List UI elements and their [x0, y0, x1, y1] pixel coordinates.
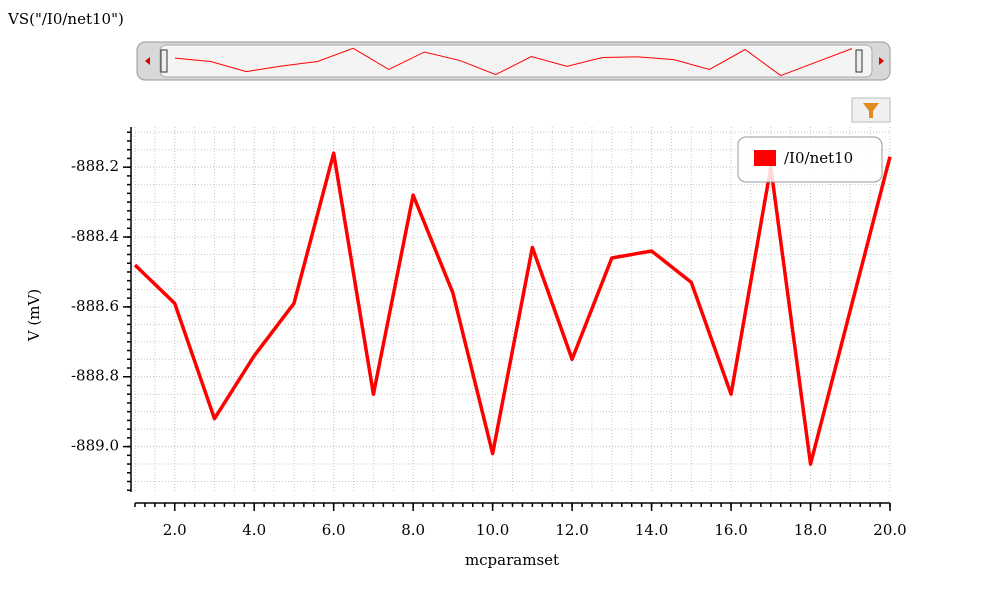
x-tick-label: 10.0 — [476, 521, 509, 539]
x-tick-label: 14.0 — [635, 521, 668, 539]
y-axis-label: V (mV) — [25, 289, 43, 342]
y-tick-label: -888.4 — [71, 227, 119, 245]
y-tick-label: -888.8 — [71, 367, 119, 385]
legend-box — [737, 136, 883, 183]
y-tick-label: -888.6 — [71, 297, 119, 315]
x-tick-label: 16.0 — [714, 521, 747, 539]
navigator-left-handle[interactable] — [160, 49, 168, 73]
x-tick-label: 18.0 — [794, 521, 827, 539]
x-tick-label: 20.0 — [873, 521, 906, 539]
navigator-line — [174, 47, 853, 77]
x-tick-label: 4.0 — [242, 521, 266, 539]
x-tick-label: 6.0 — [322, 521, 346, 539]
chart-title: VS("/I0/net10") — [7, 10, 124, 28]
y-tick-label: -888.2 — [71, 157, 119, 175]
y-tick-label: -889.0 — [71, 437, 119, 455]
x-axis-label: mcparamset — [465, 551, 559, 569]
series-line — [133, 151, 892, 466]
x-tick-label: 8.0 — [401, 521, 425, 539]
navigator-window — [159, 44, 873, 78]
legend-label: /I0/net10 — [784, 149, 853, 167]
navigator-left-arrow[interactable] — [145, 57, 150, 65]
legend-swatch — [754, 150, 776, 166]
x-tick-label: 2.0 — [163, 521, 187, 539]
navigator-right-handle[interactable] — [855, 49, 863, 73]
navigator-right-arrow[interactable] — [879, 57, 884, 65]
x-tick-label: 12.0 — [555, 521, 588, 539]
navigator[interactable] — [136, 41, 891, 81]
filter-icon — [863, 103, 879, 118]
